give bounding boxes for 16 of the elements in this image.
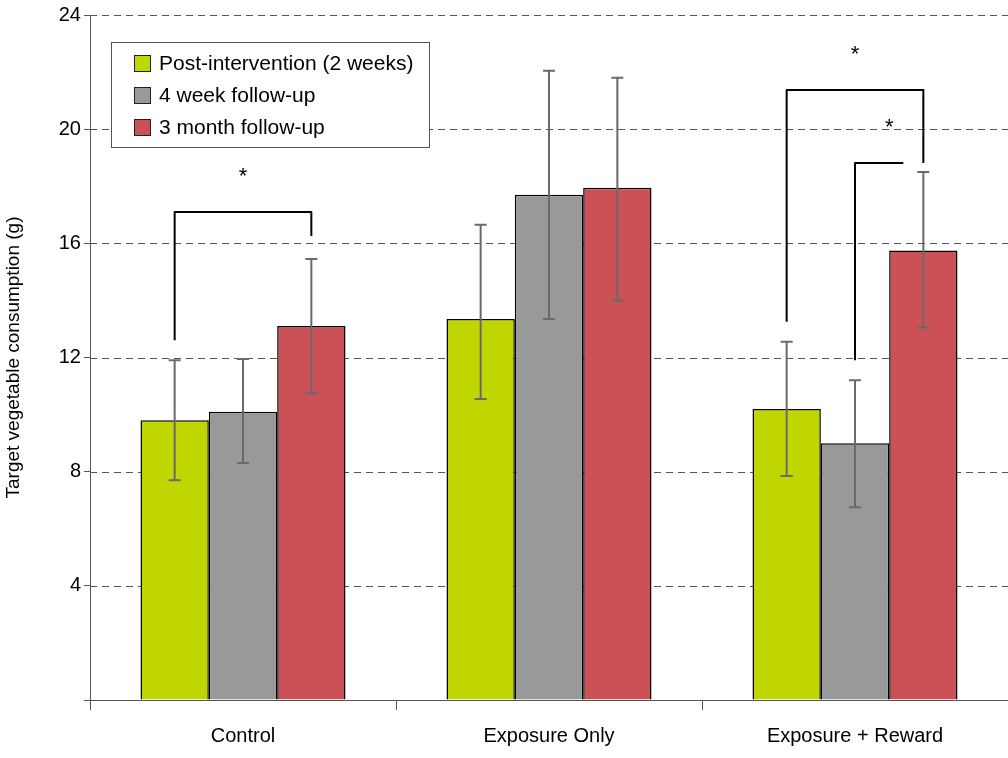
x-tick-label: Control: [210, 723, 276, 746]
y-tick-label: 8: [69, 459, 81, 482]
x-tick-label: Exposure Only: [483, 723, 615, 746]
annotation: *: [884, 113, 894, 139]
legend-label: 3 month follow-up: [159, 114, 325, 140]
x-tick-label: Exposure + Reward: [766, 723, 944, 746]
legend-label: Post-intervention (2 weeks): [159, 50, 414, 76]
y-tick-label: 4: [69, 573, 81, 596]
legend-label: 4 week follow-up: [159, 82, 316, 108]
y-tick-label: 24: [58, 2, 81, 25]
y-axis-title: Target vegetable consumption (g): [1, 216, 23, 499]
y-tick-label: 12: [58, 345, 81, 368]
y-tick-label: 20: [58, 116, 81, 139]
y-tick-label: 16: [58, 230, 81, 253]
annotation: *: [850, 40, 860, 66]
annotation: *: [238, 163, 248, 189]
